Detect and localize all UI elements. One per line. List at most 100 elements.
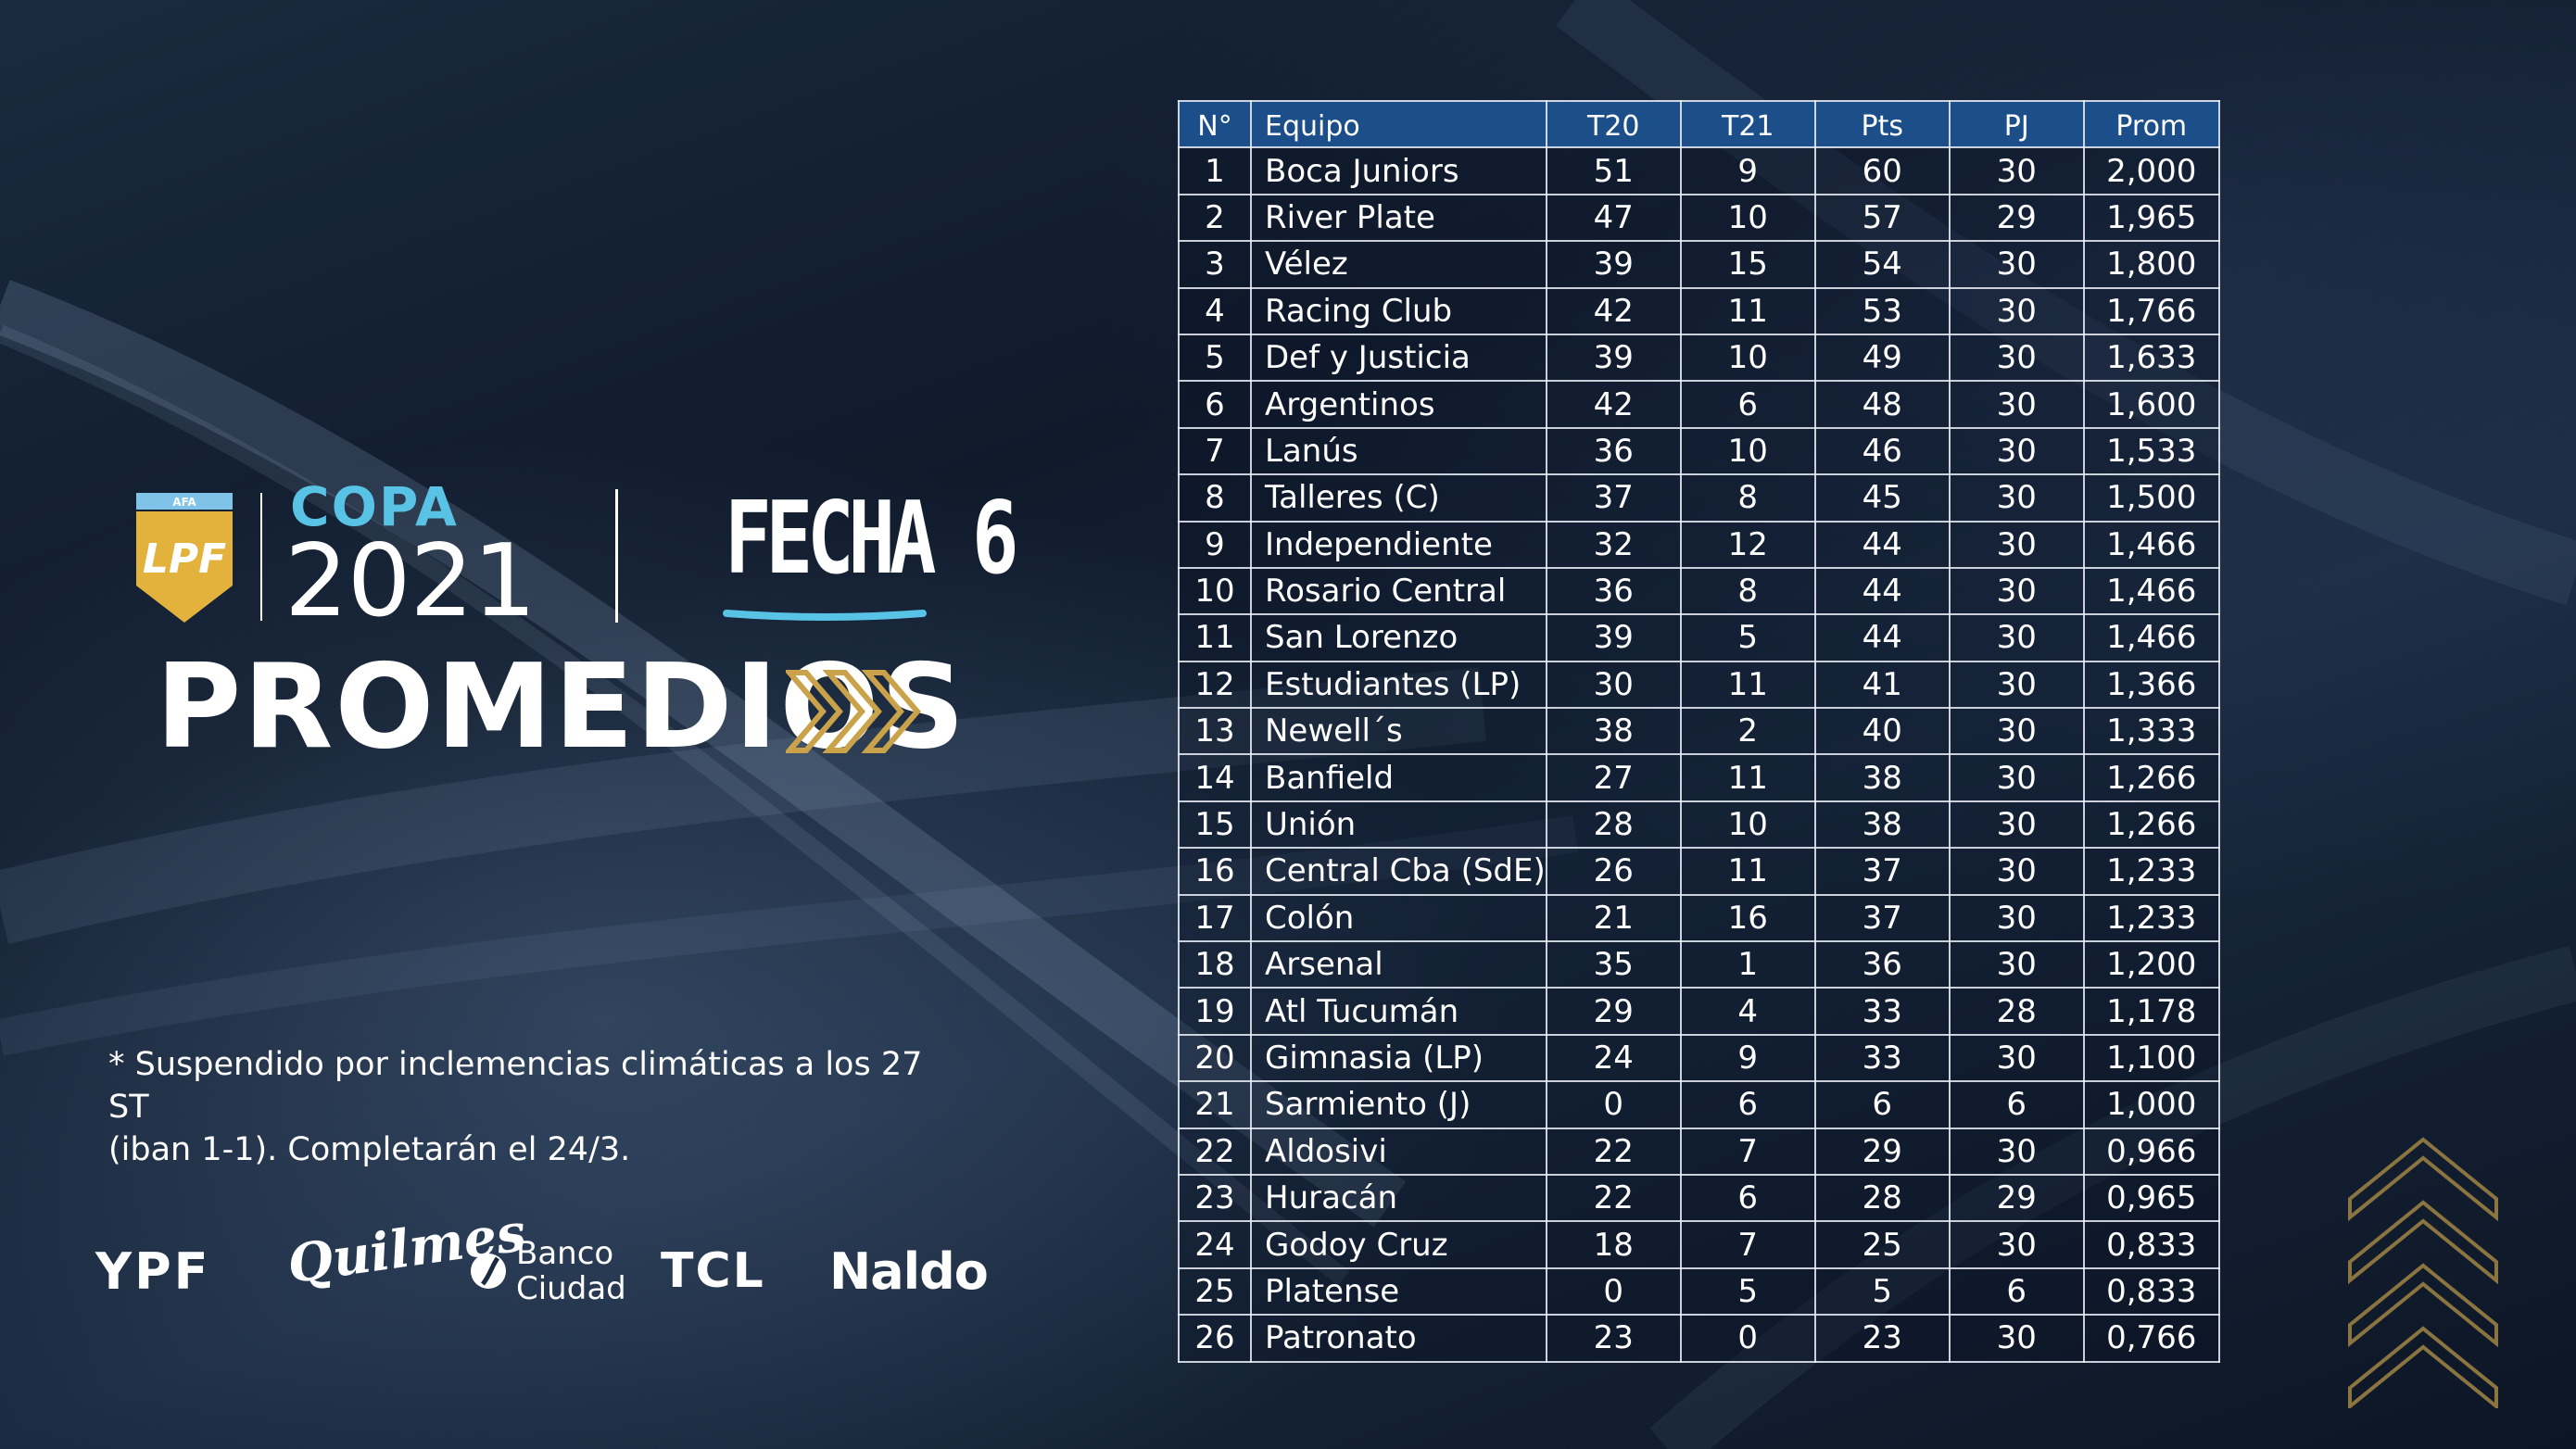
cell-t20: 0: [1545, 1266, 1682, 1317]
cell-position: 1: [1178, 146, 1252, 195]
table-row: 24 Godoy Cruz 18 7 25 30 0,833: [1178, 1220, 2220, 1269]
cell-pj: 30: [1948, 940, 2085, 989]
cell-t20: 27: [1545, 753, 1682, 802]
table-row: 6 Argentinos 42 6 48 30 1,600: [1178, 380, 2220, 429]
cell-pj: 29: [1948, 1173, 2085, 1223]
banco-ciudad-mark-icon: [471, 1254, 506, 1289]
lpf-shield-logo: AFA LPF: [136, 493, 233, 623]
table-row: 25 Platense 0 5 5 6 0,833: [1178, 1266, 2220, 1317]
cell-t21: 7: [1679, 1127, 1816, 1176]
cell-t21: 7: [1679, 1220, 1816, 1269]
cell-pts: 40: [1813, 707, 1951, 756]
table-row: 1 Boca Juniors 51 9 60 30 2,000: [1178, 146, 2220, 195]
cell-position: 10: [1178, 566, 1252, 616]
column-header-n: N°: [1178, 99, 1252, 149]
cell-team: Argentinos: [1250, 380, 1547, 429]
cell-t20: 26: [1545, 847, 1682, 896]
cell-pts: 5: [1813, 1266, 1951, 1317]
cell-team: Atl Tucumán: [1250, 987, 1547, 1036]
cell-position: 3: [1178, 240, 1252, 289]
cell-team: Rosario Central: [1250, 566, 1547, 616]
cell-t20: 23: [1545, 1314, 1682, 1363]
copa-word: COPA: [290, 475, 459, 538]
cell-pj: 6: [1948, 1080, 2085, 1129]
cell-pts: 38: [1813, 753, 1951, 802]
cell-position: 13: [1178, 707, 1252, 756]
footnote: * Suspendido por inclemencias climáticas…: [108, 1043, 961, 1171]
cell-t21: 8: [1679, 566, 1816, 616]
table-row: 26 Patronato 23 0 23 30 0,766: [1178, 1314, 2220, 1363]
sponsor-banco-ciudad-logo: Banco Ciudad: [470, 1236, 626, 1306]
cell-t20: 24: [1545, 1033, 1682, 1083]
cell-t21: 10: [1679, 193, 1816, 243]
cell-t20: 36: [1545, 426, 1682, 476]
table-row: 12 Estudiantes (LP) 30 11 41 30 1,366: [1178, 660, 2220, 710]
cell-t21: 16: [1679, 893, 1816, 943]
cell-prom: 2,000: [2082, 146, 2220, 195]
cell-pj: 29: [1948, 193, 2085, 243]
cell-position: 6: [1178, 380, 1252, 429]
cell-pj: 30: [1948, 893, 2085, 943]
cell-position: 18: [1178, 940, 1252, 989]
cell-t20: 37: [1545, 473, 1682, 523]
cell-team: Godoy Cruz: [1250, 1220, 1547, 1269]
cell-prom: 1,466: [2082, 520, 2220, 569]
cell-team: Def y Justicia: [1250, 333, 1547, 383]
cell-pts: 33: [1813, 987, 1951, 1036]
footnote-line-2: (iban 1-1). Completarán el 24/3.: [108, 1131, 631, 1168]
cell-prom: 1,200: [2082, 940, 2220, 989]
cell-pj: 30: [1948, 566, 2085, 616]
column-header-prom: Prom: [2082, 99, 2220, 149]
cell-t20: 30: [1545, 660, 1682, 710]
fecha-label: FECHA 6: [725, 481, 1019, 597]
cell-team: Patronato: [1250, 1314, 1547, 1363]
cell-prom: 1,233: [2082, 847, 2220, 896]
cell-team: Independiente: [1250, 520, 1547, 569]
cell-team: Aldosivi: [1250, 1127, 1547, 1176]
cell-t21: 11: [1679, 660, 1816, 710]
cell-pj: 30: [1948, 520, 2085, 569]
cell-t21: 2: [1679, 707, 1816, 756]
cell-pj: 30: [1948, 847, 2085, 896]
cell-pj: 30: [1948, 286, 2085, 335]
copa-year: 2021: [284, 523, 537, 639]
table-row: 8 Talleres (C) 37 8 45 30 1,500: [1178, 473, 2220, 523]
table-row: 15 Unión 28 10 38 30 1,266: [1178, 800, 2220, 850]
sponsor-tcl-logo: TCL: [661, 1243, 765, 1299]
cell-t20: 32: [1545, 520, 1682, 569]
table-row: 2 River Plate 47 10 57 29 1,965: [1178, 193, 2220, 243]
cell-t20: 35: [1545, 940, 1682, 989]
footnote-line-1: * Suspendido por inclemencias climáticas…: [108, 1046, 923, 1126]
banco-line-1: Banco: [516, 1235, 614, 1272]
cell-pj: 30: [1948, 1127, 2085, 1176]
cell-prom: 1,178: [2082, 987, 2220, 1036]
cell-pts: 54: [1813, 240, 1951, 289]
cell-pts: 41: [1813, 660, 1951, 710]
table-row: 20 Gimnasia (LP) 24 9 33 30 1,100: [1178, 1033, 2220, 1083]
cell-t20: 47: [1545, 193, 1682, 243]
table-row: 18 Arsenal 35 1 36 30 1,200: [1178, 940, 2220, 989]
column-header-t20: T20: [1545, 99, 1682, 149]
cell-prom: 1,633: [2082, 333, 2220, 383]
cell-position: 4: [1178, 286, 1252, 335]
cell-t21: 11: [1679, 753, 1816, 802]
cell-position: 26: [1178, 1314, 1252, 1363]
column-header-pts: Pts: [1813, 99, 1951, 149]
cell-team: Central Cba (SdE): [1250, 847, 1547, 896]
sponsor-naldo-logo: Naldo: [829, 1242, 989, 1301]
cell-pj: 30: [1948, 380, 2085, 429]
cell-position: 22: [1178, 1127, 1252, 1176]
table-row: 7 Lanús 36 10 46 30 1,533: [1178, 426, 2220, 476]
cell-team: Sarmiento (J): [1250, 1080, 1547, 1129]
cell-position: 25: [1178, 1266, 1252, 1317]
cell-t20: 22: [1545, 1173, 1682, 1223]
cell-prom: 1,266: [2082, 753, 2220, 802]
cell-team: Unión: [1250, 800, 1547, 850]
table-row: 23 Huracán 22 6 28 29 0,965: [1178, 1173, 2220, 1223]
cell-pts: 49: [1813, 333, 1951, 383]
cell-pj: 30: [1948, 753, 2085, 802]
cell-t20: 39: [1545, 333, 1682, 383]
cell-t21: 4: [1679, 987, 1816, 1036]
cell-position: 11: [1178, 613, 1252, 662]
cell-pts: 29: [1813, 1127, 1951, 1176]
